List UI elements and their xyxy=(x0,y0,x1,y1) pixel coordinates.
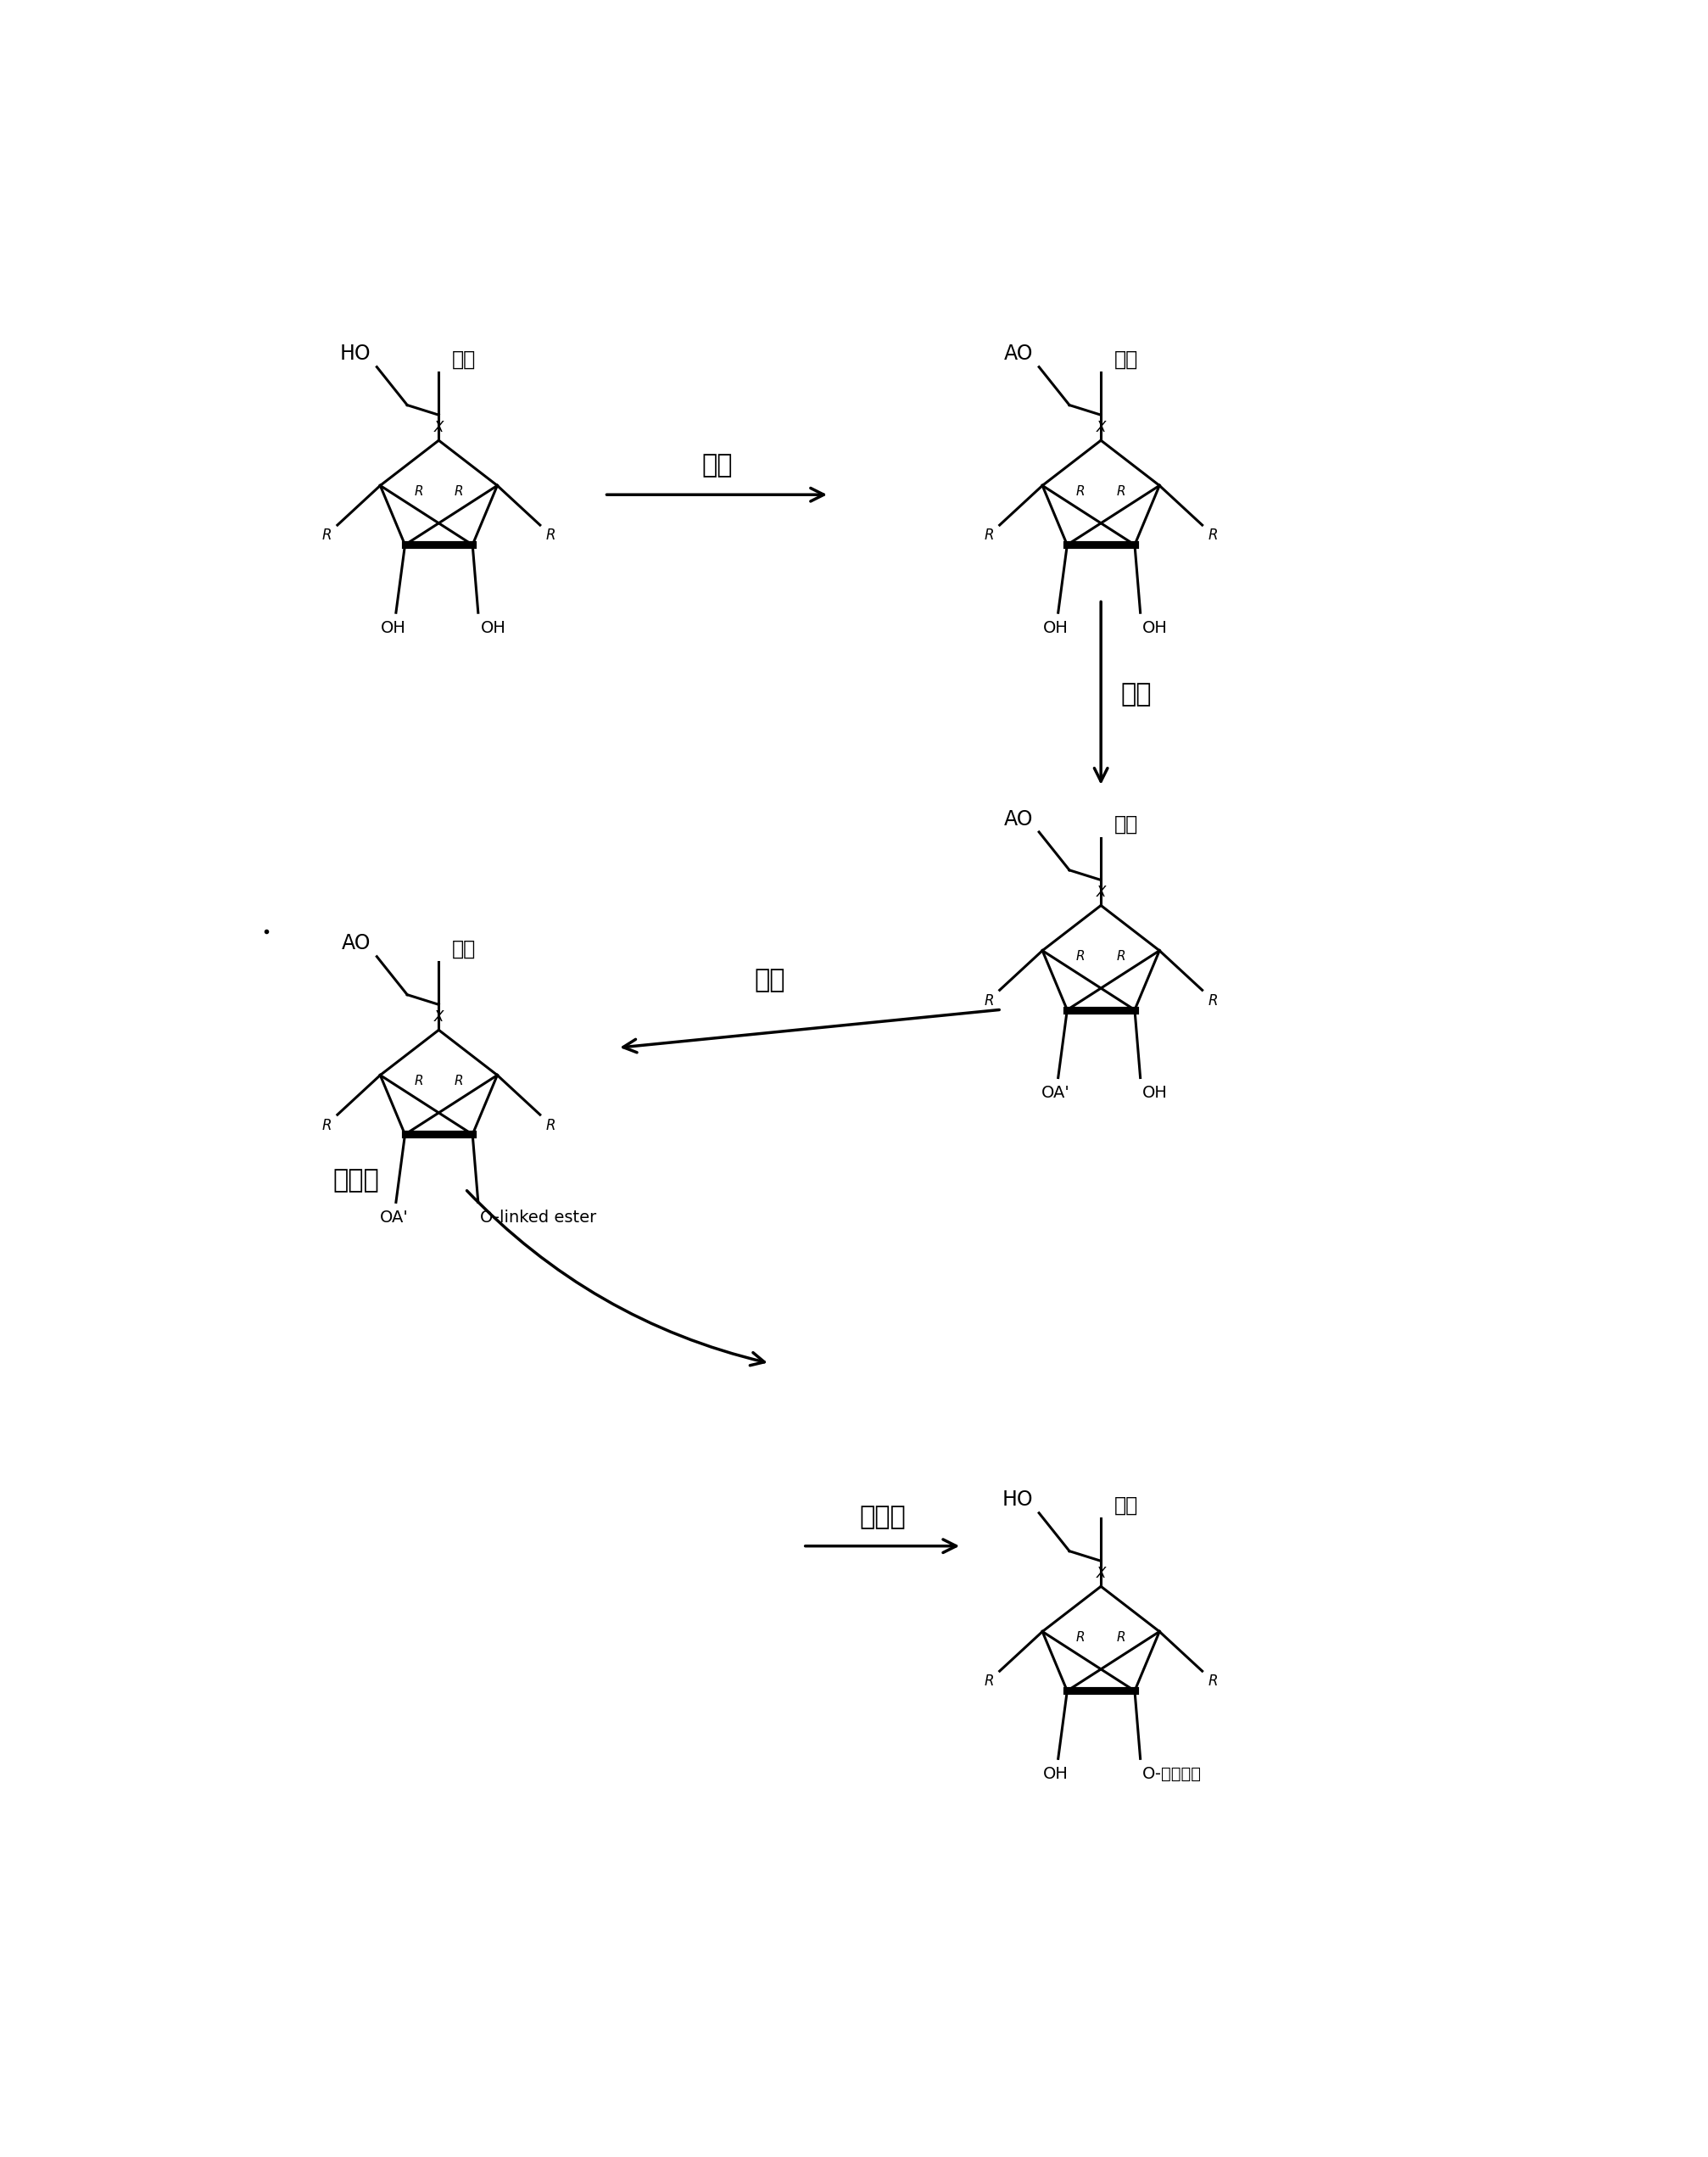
Text: 保护: 保护 xyxy=(700,453,733,479)
Text: OH: OH xyxy=(480,619,506,636)
Text: 去保护: 去保护 xyxy=(333,1169,379,1193)
Text: X: X xyxy=(1095,418,1105,436)
Text: R: R xyxy=(321,528,331,544)
Text: AO: AO xyxy=(342,934,371,953)
Text: R: R xyxy=(413,1074,424,1087)
Text: R: R xyxy=(321,1117,331,1132)
Text: 去保护: 去保护 xyxy=(859,1506,905,1529)
Text: OH: OH xyxy=(1143,1085,1167,1100)
Text: OH: OH xyxy=(381,619,407,636)
Text: OH: OH xyxy=(1042,619,1068,636)
Text: 酯化: 酯化 xyxy=(753,968,786,992)
Text: 保护: 保护 xyxy=(1120,682,1151,705)
Text: 碕基: 碕基 xyxy=(1114,1495,1138,1516)
Text: R: R xyxy=(984,992,994,1007)
Text: X: X xyxy=(434,1009,444,1025)
Text: X: X xyxy=(1095,1566,1105,1581)
Text: R: R xyxy=(984,1674,994,1689)
Text: OA': OA' xyxy=(379,1210,408,1225)
Text: OA': OA' xyxy=(1042,1085,1069,1100)
Text: 碕基: 碕基 xyxy=(453,938,477,960)
Text: HO: HO xyxy=(1003,1490,1033,1510)
Text: OH: OH xyxy=(1042,1767,1068,1782)
Text: R: R xyxy=(545,528,555,544)
Text: R: R xyxy=(1115,949,1126,962)
Text: O-连接的酯: O-连接的酯 xyxy=(1143,1767,1201,1782)
Text: R: R xyxy=(1208,1674,1218,1689)
Text: 碕基: 碕基 xyxy=(1114,815,1138,835)
Text: R: R xyxy=(984,528,994,544)
Text: R: R xyxy=(545,1117,555,1132)
Text: R: R xyxy=(1208,992,1218,1007)
Text: AO: AO xyxy=(1004,343,1033,365)
Text: 碕基: 碕基 xyxy=(1114,349,1138,369)
Text: AO: AO xyxy=(1004,809,1033,828)
Text: R: R xyxy=(1076,949,1085,962)
Text: X: X xyxy=(1095,884,1105,899)
Text: R: R xyxy=(1076,1631,1085,1644)
Text: R: R xyxy=(1115,1631,1126,1644)
Text: R: R xyxy=(1115,485,1126,498)
Text: R: R xyxy=(454,1074,463,1087)
Text: R: R xyxy=(454,485,463,498)
Text: HO: HO xyxy=(340,343,371,365)
Text: 碕基: 碕基 xyxy=(453,349,477,369)
Text: R: R xyxy=(413,485,424,498)
Text: R: R xyxy=(1076,485,1085,498)
Text: O-linked ester: O-linked ester xyxy=(480,1210,596,1225)
Text: OH: OH xyxy=(1143,619,1167,636)
Text: X: X xyxy=(434,418,444,436)
Text: R: R xyxy=(1208,528,1218,544)
